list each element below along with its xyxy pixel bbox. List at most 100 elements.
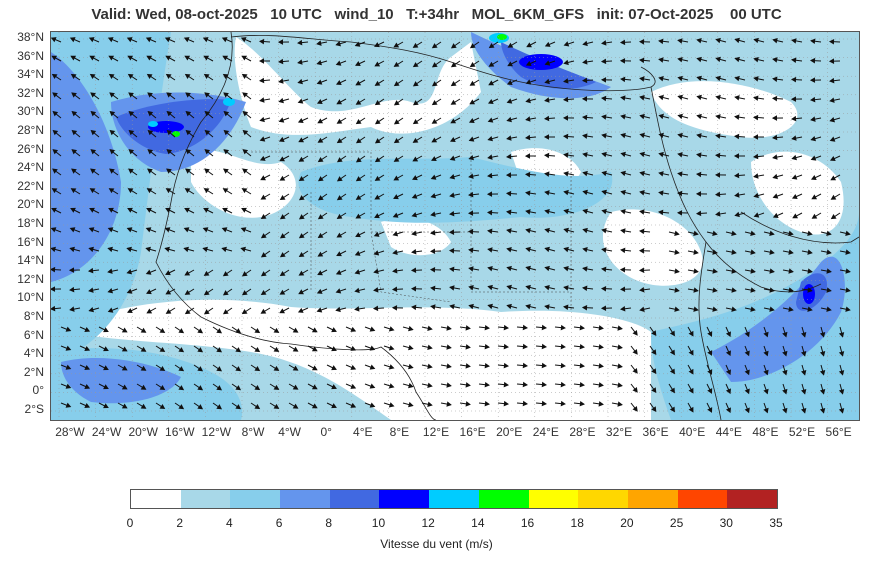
wind-arrow-head: [183, 227, 190, 233]
wind-arrow-head: [335, 306, 341, 313]
wind-arrow-head: [52, 110, 59, 117]
wind-arrow-head: [669, 406, 675, 413]
wind-arrow-head: [222, 188, 229, 194]
wind-arrow-head: [829, 77, 835, 84]
wind-arrow-head: [223, 129, 230, 136]
wind-arrow-head: [331, 327, 337, 333]
wind-arrow-head: [374, 175, 381, 181]
wind-arrow-head: [791, 193, 798, 199]
wind-arrow-head: [715, 37, 721, 44]
wind-arrow-head: [84, 383, 91, 389]
wind-arrow-head: [714, 152, 721, 159]
wind-arrow-head: [620, 76, 626, 83]
wind-arrow-head: [731, 230, 737, 237]
wind-arrow-head: [715, 56, 721, 63]
wind-arrow-head: [791, 154, 797, 161]
wind-arrow-head: [733, 133, 740, 140]
wind-arrow-head: [107, 227, 114, 233]
lon-label: 8°W: [241, 425, 265, 439]
wind-arrow-head: [715, 211, 721, 217]
wind-arrow-head: [744, 350, 750, 357]
lat-label: 32°N: [17, 85, 44, 100]
wind-arrow-head: [620, 132, 626, 139]
wind-arrow-head: [336, 118, 343, 124]
lat-label: 8°N: [23, 309, 44, 323]
wind-arrow-head: [311, 327, 318, 333]
wind-arrow-head: [335, 80, 342, 86]
wind-arrow-head: [600, 77, 607, 83]
wind-arrow-head: [297, 117, 304, 123]
wind-arrow-head: [819, 332, 826, 338]
wind-arrow-head: [258, 38, 265, 45]
wind-arrow-head: [259, 116, 265, 123]
wind-arrow-head: [279, 270, 286, 277]
wind-arrow-head: [639, 170, 645, 177]
wind-arrow-head: [411, 230, 417, 236]
wind-arrow-head: [715, 133, 721, 139]
lon-label: 28°E: [569, 425, 596, 439]
wind-arrow-head: [449, 285, 455, 291]
wind-arrow-head: [791, 115, 797, 122]
wind-arrow-head: [185, 168, 191, 174]
wind-arrow-head: [639, 209, 645, 215]
wind-arrow-head: [753, 173, 759, 179]
wind-arrow-head: [782, 350, 788, 357]
wind-arrow-head: [51, 227, 57, 233]
wind-arrow-head: [677, 113, 683, 120]
lon-label: 24°E: [532, 425, 559, 439]
wind-arrow-head: [260, 289, 267, 296]
wind-arrow-head: [465, 363, 471, 369]
wind-arrow-head: [298, 270, 305, 276]
wind-arrow-head: [51, 305, 56, 312]
wind-arrow-head: [677, 94, 683, 101]
wind-arrow-head: [617, 363, 623, 369]
wind-arrow-head: [677, 75, 683, 82]
wind-arrow-head: [830, 214, 837, 220]
wind-arrow-head: [734, 56, 740, 63]
wind-arrow-head: [121, 403, 128, 409]
wind-arrow-head: [658, 171, 664, 177]
wind-arrow-head: [331, 346, 337, 352]
wind-arrow-head: [744, 407, 750, 414]
wind-arrow-head: [486, 209, 493, 216]
wind-arrow-head: [488, 61, 495, 67]
wind-arrow-head: [619, 267, 626, 273]
wind-arrow-head: [579, 324, 585, 331]
wind-arrow-head: [279, 233, 286, 239]
wind-arrow-head: [677, 57, 683, 63]
wind-arrow-head: [632, 349, 638, 355]
wind-arrow-head: [807, 287, 813, 293]
wind-arrow-head: [298, 195, 305, 201]
wind-arrow-head: [260, 271, 267, 277]
wind-arrow-head: [374, 100, 381, 106]
wind-arrow-head: [733, 172, 740, 179]
legend-swatch: [280, 490, 330, 508]
wind-arrow-head: [240, 37, 247, 43]
wind-arrow-head: [601, 247, 607, 253]
wind-arrow-head: [468, 136, 475, 142]
wind-arrow-head: [522, 400, 528, 407]
wind-vectors: [51, 37, 851, 414]
wind-arrow-head: [235, 385, 242, 391]
wind-arrow-head: [431, 118, 438, 124]
wind-arrow-head: [563, 246, 569, 253]
wind-arrow-head: [374, 119, 381, 125]
wind-arrow-head: [620, 95, 626, 101]
wind-arrow-head: [109, 92, 115, 98]
wind-arrow-head: [562, 96, 569, 103]
wind-arrow-head: [316, 98, 323, 105]
wind-arrow-head: [184, 309, 191, 315]
wind-arrow-head: [391, 286, 398, 293]
wind-arrow-head: [845, 287, 851, 293]
wind-arrow-head: [391, 305, 398, 311]
wind-arrow-head: [127, 308, 133, 314]
wind-arrow-head: [638, 39, 645, 45]
legend-swatch: [230, 490, 281, 508]
wind-arrow-head: [525, 303, 531, 310]
wind-arrow-head: [317, 137, 324, 143]
wind-arrow-head: [355, 138, 362, 144]
wind-arrow-head: [89, 73, 96, 79]
wind-arrow-head: [782, 388, 788, 395]
wind-arrow-head: [484, 343, 490, 350]
wind-arrow-head: [331, 403, 337, 409]
